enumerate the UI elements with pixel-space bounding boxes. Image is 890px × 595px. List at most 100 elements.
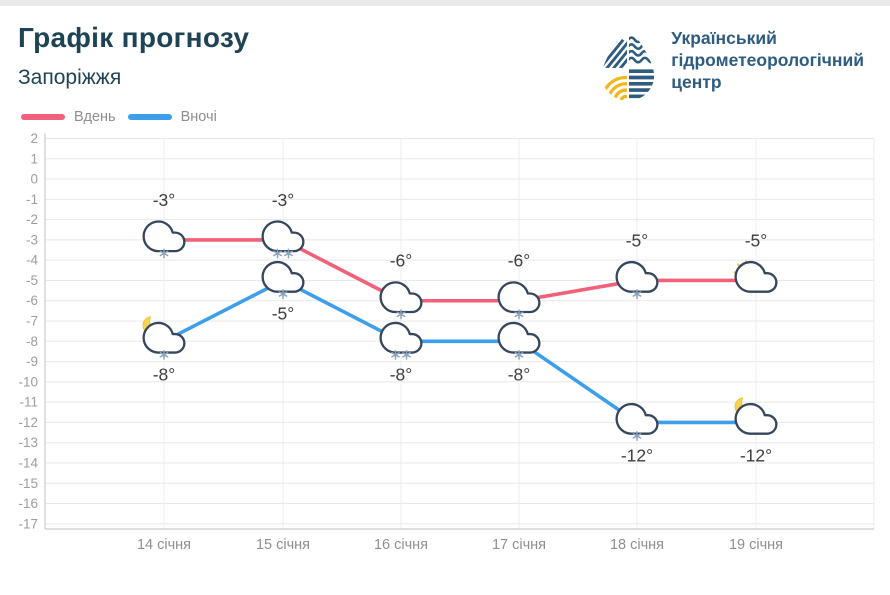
snowflake-icon [396,309,406,320]
cloud-icon [734,402,778,435]
night-temp-label: -12° [740,445,772,465]
snowflake-center [276,252,279,255]
cloud-icon [615,402,659,435]
y-axis-tick-label: -4 [26,253,38,268]
x-axis-tick-label: 14 січня [137,537,191,553]
snowflake-icon [514,349,524,360]
chart-legend: Вдень Вночі [21,109,217,125]
day-point-icon [142,220,186,259]
night-temp-label: -8° [390,364,413,384]
snowflake-icon [514,309,524,320]
snowflake-icon [391,349,400,360]
snowflake-center [281,292,285,296]
cloud-icon [142,321,186,354]
snowflake-center [399,313,403,316]
night-temp-label: -12° [621,445,653,465]
x-axis-tick-label: 17 січня [492,537,546,553]
snowflake-center [635,434,639,438]
y-axis-tick-label: -9 [26,354,38,369]
night-point-icon [615,402,659,441]
night-point-icon [379,321,423,360]
city-subtitle: Запоріжжя [18,66,122,89]
day-temp-label: -3° [272,190,295,210]
page-header: Графік прогнозу Запоріжжя [0,6,890,102]
night-temp-label: -5° [272,303,295,323]
cloud-icon [379,281,423,314]
y-axis-tick-label: -10 [18,374,38,389]
snowflake-icon [632,289,642,299]
y-axis-tick-label: -6 [26,293,38,308]
hydromet-drop-icon [602,36,655,101]
x-axis-tick-label: 18 січня [610,537,664,553]
drop-horizontal-stripes [629,69,655,99]
snowflake-icon [273,248,282,259]
snowflake-icon [632,430,642,441]
y-axis-tick-label: -13 [18,435,38,450]
y-axis-tick-label: -11 [19,395,38,410]
day-point-icon [615,260,659,299]
page-title: Графік прогнозу [18,22,250,53]
snowflake-center [517,313,521,316]
day-point-icon [497,281,541,320]
snowflake-center [394,353,397,356]
y-axis-tick-label: -7 [26,314,38,329]
y-axis-tick-label: 2 [30,131,38,146]
y-axis-tick-label: -1 [26,192,38,207]
y-axis-tick-label: -5 [26,273,38,288]
cloud-icon [497,281,541,314]
day-temp-label: -6° [508,251,531,271]
legend-night-label: Вночі [180,109,217,125]
cloud-icon [142,220,186,253]
title-block: Графік прогнозу Запоріжжя [18,22,249,90]
day-temp-label: -3° [153,190,176,210]
y-axis-tick-label: -17 [18,516,38,531]
y-axis-tick-label: 0 [30,172,38,187]
day-point-icon [379,281,423,320]
drop-wave-stripes [629,36,655,64]
y-axis-tick-label: -15 [18,476,38,491]
day-point-icon [733,260,778,293]
day-temp-label: -5° [745,230,768,250]
snowflake-icon [402,349,411,360]
legend-night-swatch [127,114,172,120]
snowflake-center [162,252,166,255]
legend-item-night[interactable]: Вночі [127,109,217,125]
night-temp-label: -8° [153,364,176,384]
day-temp-label: -5° [626,230,649,250]
cloud-icon [379,321,423,354]
snowflake-center [517,353,521,356]
x-axis-tick-label: 19 січня [729,537,783,553]
cloud-icon [615,260,659,293]
drop-yellow-arcs [602,75,628,101]
snowflake-center [162,353,166,356]
x-axis-tick-label: 15 січня [256,537,310,553]
snowflake-icon [159,349,169,360]
cloud-icon [261,260,305,293]
cloud-icon [261,220,305,253]
day-line [162,238,758,303]
top-border-strip [0,0,890,6]
y-axis-tick-label: -8 [26,334,38,349]
snowflake-icon [278,289,288,299]
y-axis-tick-label: -16 [18,496,38,511]
night-point-icon [261,260,305,299]
logo-line-3: центр [671,72,722,93]
hydromet-logo: Український гідрометеорологічний центр [599,24,864,102]
y-axis-tick-label: -12 [18,415,38,430]
logo-line-2: гідрометеорологічний [671,50,864,71]
day-temp-label: -6° [390,251,413,271]
y-axis-tick-label: -14 [18,455,38,470]
snowflake-center [635,292,639,296]
cloud-icon [734,260,778,293]
hydromet-logo-text: Український гідрометеорологічний центр [671,27,864,94]
night-point-icon [142,316,186,360]
x-axis-tick-label: 16 січня [374,537,428,553]
night-point-icon [734,397,778,435]
y-axis-tick-label: -2 [26,212,38,227]
snowflake-icon [159,248,169,259]
legend-item-day[interactable]: Вдень [21,109,116,125]
y-axis-tick-label: 1 [30,151,38,166]
legend-day-label: Вдень [74,109,116,125]
